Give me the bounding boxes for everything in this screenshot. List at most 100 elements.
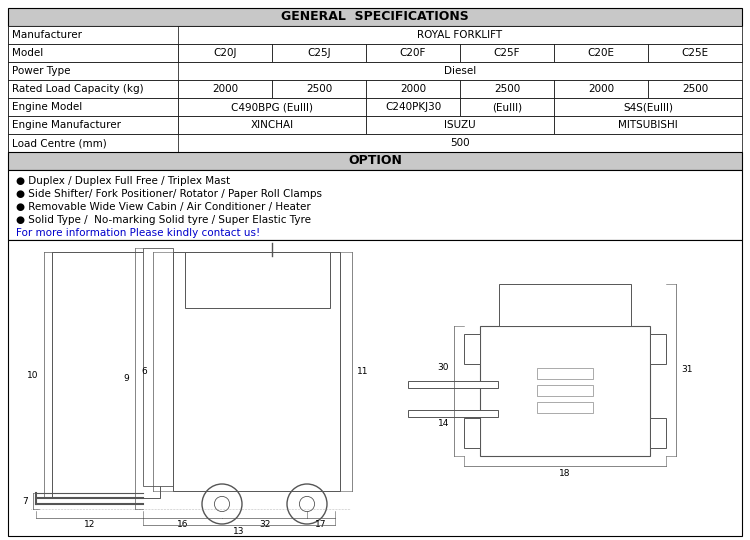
Text: Engine Model: Engine Model	[12, 102, 82, 112]
Text: Load Centre (mm): Load Centre (mm)	[12, 138, 106, 148]
Bar	[8, 62, 178, 80]
Bar	[554, 98, 742, 116]
Bar	[8, 170, 742, 240]
Text: Model: Model	[12, 48, 44, 58]
Bar	[464, 334, 480, 364]
Text: 17: 17	[315, 520, 327, 529]
Bar	[178, 44, 272, 62]
Text: 16: 16	[177, 520, 188, 529]
Text: 2000: 2000	[588, 84, 614, 94]
Bar	[8, 98, 178, 116]
Text: 13: 13	[233, 527, 244, 536]
Text: Power Type: Power Type	[12, 66, 70, 76]
Bar	[554, 44, 648, 62]
Bar	[8, 152, 742, 170]
Text: ROYAL FORKLIFT: ROYAL FORKLIFT	[418, 30, 503, 40]
Bar	[366, 44, 460, 62]
Text: 2000: 2000	[212, 84, 238, 94]
Bar	[8, 44, 742, 62]
Text: 14: 14	[438, 419, 449, 428]
Text: C20J: C20J	[213, 48, 237, 58]
Text: (EuIII): (EuIII)	[492, 102, 522, 112]
Bar	[8, 26, 178, 44]
Text: For more information Please kindly contact us!: For more information Please kindly conta…	[16, 228, 260, 238]
Text: S4S(EuIII): S4S(EuIII)	[623, 102, 673, 112]
Bar	[537, 368, 593, 379]
Bar	[460, 98, 554, 116]
Text: 2500: 2500	[494, 84, 520, 94]
Text: 2500: 2500	[306, 84, 332, 94]
Bar	[8, 80, 178, 98]
Bar	[650, 334, 666, 364]
Bar	[464, 418, 480, 448]
Text: C25J: C25J	[308, 48, 331, 58]
Bar	[8, 134, 178, 152]
Text: 11: 11	[357, 367, 368, 376]
Bar	[537, 385, 593, 396]
Text: ● Removable Wide View Cabin / Air Conditioner / Heater: ● Removable Wide View Cabin / Air Condit…	[16, 202, 310, 212]
Text: ● Duplex / Duplex Full Free / Triplex Mast: ● Duplex / Duplex Full Free / Triplex Ma…	[16, 176, 230, 186]
Text: C20E: C20E	[587, 48, 614, 58]
Bar	[650, 418, 666, 448]
Text: ● Side Shifter/ Fork Positioner/ Rotator / Paper Roll Clamps: ● Side Shifter/ Fork Positioner/ Rotator…	[16, 189, 322, 199]
Bar	[366, 98, 460, 116]
Bar	[408, 410, 498, 417]
Text: ● Solid Type /  No-marking Solid tyre / Super Elastic Tyre: ● Solid Type / No-marking Solid tyre / S…	[16, 215, 311, 225]
Bar	[8, 26, 742, 44]
Text: C25F: C25F	[494, 48, 520, 58]
Bar	[272, 44, 366, 62]
Bar	[460, 44, 554, 62]
Text: Manufacturer: Manufacturer	[12, 30, 82, 40]
Bar	[8, 240, 742, 536]
Text: Rated Load Capacity (kg): Rated Load Capacity (kg)	[12, 84, 144, 94]
Bar	[8, 116, 742, 134]
Bar	[366, 80, 460, 98]
Text: MITSUBISHI: MITSUBISHI	[618, 120, 678, 130]
Text: C25E: C25E	[682, 48, 709, 58]
Bar	[366, 116, 554, 134]
Text: 31: 31	[681, 366, 692, 375]
Text: GENERAL  SPECIFICATIONS: GENERAL SPECIFICATIONS	[281, 10, 469, 24]
Bar	[185, 252, 330, 308]
Bar	[178, 80, 272, 98]
Text: 6: 6	[141, 367, 147, 376]
Text: 32: 32	[259, 520, 270, 529]
Bar	[178, 116, 366, 134]
Bar	[554, 116, 742, 134]
Text: 12: 12	[84, 520, 95, 529]
Bar	[460, 80, 554, 98]
Bar	[8, 8, 742, 26]
Bar	[8, 44, 178, 62]
Text: C240PKJ30: C240PKJ30	[385, 102, 441, 112]
Bar	[648, 44, 742, 62]
Bar	[173, 252, 340, 491]
Text: C490BPG (EuIII): C490BPG (EuIII)	[231, 102, 313, 112]
Text: 2500: 2500	[682, 84, 708, 94]
Text: 18: 18	[560, 469, 571, 478]
Bar	[8, 98, 742, 116]
Bar	[178, 98, 366, 116]
Text: C20F: C20F	[400, 48, 426, 58]
Text: 2000: 2000	[400, 84, 426, 94]
Bar	[52, 252, 160, 498]
Bar	[272, 80, 366, 98]
Bar	[8, 80, 742, 98]
Text: 10: 10	[26, 370, 38, 380]
Bar	[8, 62, 742, 80]
Bar	[499, 284, 632, 326]
Text: OPTION: OPTION	[348, 154, 402, 167]
Bar	[408, 381, 498, 388]
Text: ISUZU: ISUZU	[444, 120, 476, 130]
Bar	[648, 80, 742, 98]
Bar	[8, 134, 742, 152]
Bar	[8, 116, 178, 134]
Bar	[554, 80, 648, 98]
Text: 9: 9	[123, 374, 129, 383]
Text: 7: 7	[22, 496, 28, 505]
Bar	[480, 326, 650, 456]
Text: 30: 30	[437, 363, 449, 372]
Text: Engine Manufacturer: Engine Manufacturer	[12, 120, 121, 130]
Bar	[537, 402, 593, 413]
Bar	[143, 248, 173, 486]
Text: XINCHAI: XINCHAI	[251, 120, 293, 130]
